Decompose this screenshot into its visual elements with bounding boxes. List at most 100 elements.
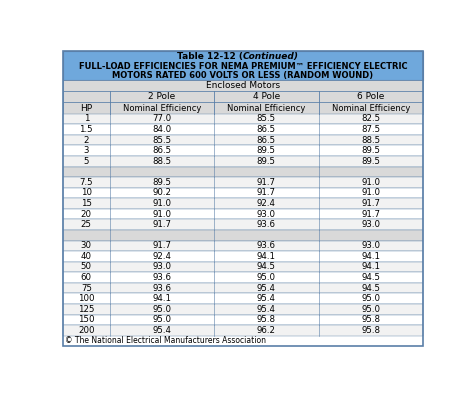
Text: HP: HP xyxy=(80,104,92,113)
Text: 91.7: 91.7 xyxy=(361,209,380,219)
Text: 91.0: 91.0 xyxy=(153,209,172,219)
Bar xyxy=(63,293,423,304)
Text: 95.0: 95.0 xyxy=(153,305,172,314)
Text: 84.0: 84.0 xyxy=(152,125,172,134)
Text: 6 Pole: 6 Pole xyxy=(357,92,384,101)
Text: 95.8: 95.8 xyxy=(361,315,380,324)
Text: 50: 50 xyxy=(81,263,92,271)
Text: 150: 150 xyxy=(78,315,95,324)
Bar xyxy=(63,283,423,293)
Bar xyxy=(63,80,423,91)
Text: 94.1: 94.1 xyxy=(153,294,172,303)
Text: 88.5: 88.5 xyxy=(152,157,172,166)
Text: 89.5: 89.5 xyxy=(257,146,276,155)
Text: 86.5: 86.5 xyxy=(152,146,172,155)
Text: 93.0: 93.0 xyxy=(153,263,172,271)
Text: 95.0: 95.0 xyxy=(257,273,276,282)
Bar xyxy=(63,314,423,325)
Text: 86.5: 86.5 xyxy=(257,125,276,134)
Text: 85.5: 85.5 xyxy=(152,136,172,144)
Text: 60: 60 xyxy=(81,273,92,282)
Text: Nominal Efficiency: Nominal Efficiency xyxy=(227,104,306,113)
Text: 15: 15 xyxy=(81,199,92,208)
Text: 93.0: 93.0 xyxy=(257,209,276,219)
Text: 20: 20 xyxy=(81,209,92,219)
Text: 1.5: 1.5 xyxy=(80,125,93,134)
Text: FULL-LOAD EFFICIENCIES FOR NEMA PREMIUM™ EFFICIENCY ELECTRIC: FULL-LOAD EFFICIENCIES FOR NEMA PREMIUM™… xyxy=(79,61,407,71)
Text: 7.5: 7.5 xyxy=(80,178,93,187)
Bar xyxy=(63,304,423,314)
Text: 89.5: 89.5 xyxy=(361,146,380,155)
Text: 100: 100 xyxy=(78,294,95,303)
Bar xyxy=(63,262,423,272)
Text: 10: 10 xyxy=(81,188,92,198)
Text: 95.4: 95.4 xyxy=(153,326,172,335)
Text: 91.7: 91.7 xyxy=(257,188,276,198)
Text: 95.0: 95.0 xyxy=(153,315,172,324)
Text: 95.0: 95.0 xyxy=(361,294,380,303)
Text: 2 Pole: 2 Pole xyxy=(148,92,175,101)
Bar xyxy=(63,219,423,230)
Text: 125: 125 xyxy=(78,305,95,314)
Text: 2: 2 xyxy=(83,136,89,144)
Text: 75: 75 xyxy=(81,284,92,292)
Text: 95.4: 95.4 xyxy=(257,294,276,303)
Text: 94.1: 94.1 xyxy=(361,263,380,271)
Text: 93.6: 93.6 xyxy=(257,241,276,250)
Text: 200: 200 xyxy=(78,326,95,335)
Text: 82.5: 82.5 xyxy=(361,115,380,123)
Text: 30: 30 xyxy=(81,241,92,250)
Bar xyxy=(63,272,423,283)
Text: Table 12-12 (: Table 12-12 ( xyxy=(177,51,243,61)
Text: 25: 25 xyxy=(81,220,92,229)
Bar xyxy=(63,251,423,262)
Text: 89.5: 89.5 xyxy=(361,157,380,166)
Text: 3: 3 xyxy=(83,146,89,155)
Bar xyxy=(63,209,423,219)
Text: 91.7: 91.7 xyxy=(153,241,172,250)
Bar xyxy=(63,325,423,336)
Text: 88.5: 88.5 xyxy=(361,136,380,144)
Text: © The National Electrical Manufacturers Association: © The National Electrical Manufacturers … xyxy=(65,336,266,345)
Text: 85.5: 85.5 xyxy=(257,115,276,123)
Text: 92.4: 92.4 xyxy=(153,252,172,261)
Text: 94.5: 94.5 xyxy=(257,263,276,271)
Text: 95.4: 95.4 xyxy=(257,284,276,292)
Text: 93.6: 93.6 xyxy=(153,284,172,292)
Text: 94.1: 94.1 xyxy=(257,252,276,261)
Text: 94.5: 94.5 xyxy=(361,273,380,282)
Text: 93.0: 93.0 xyxy=(361,241,380,250)
Text: 93.6: 93.6 xyxy=(257,220,276,229)
Bar xyxy=(63,188,423,198)
Text: 87.5: 87.5 xyxy=(361,125,380,134)
Text: 94.5: 94.5 xyxy=(361,284,380,292)
Text: 89.5: 89.5 xyxy=(153,178,172,187)
Bar xyxy=(63,177,423,188)
Text: 92.4: 92.4 xyxy=(257,199,276,208)
Bar xyxy=(63,124,423,135)
Text: 4 Pole: 4 Pole xyxy=(253,92,280,101)
Text: Nominal Efficiency: Nominal Efficiency xyxy=(331,104,410,113)
Text: 91.7: 91.7 xyxy=(153,220,172,229)
Text: Nominal Efficiency: Nominal Efficiency xyxy=(123,104,201,113)
Text: 93.0: 93.0 xyxy=(361,220,380,229)
Bar xyxy=(63,91,423,103)
Text: MOTORS RATED 600 VOLTS OR LESS (RANDOM WOUND): MOTORS RATED 600 VOLTS OR LESS (RANDOM W… xyxy=(112,71,374,80)
Text: 90.2: 90.2 xyxy=(153,188,172,198)
Bar xyxy=(63,135,423,145)
Bar xyxy=(63,156,423,166)
Text: 91.7: 91.7 xyxy=(361,199,380,208)
Bar xyxy=(63,103,423,114)
Text: 91.0: 91.0 xyxy=(361,178,380,187)
Bar xyxy=(63,114,423,124)
Bar xyxy=(63,166,423,177)
Text: 5: 5 xyxy=(83,157,89,166)
Text: 96.2: 96.2 xyxy=(257,326,276,335)
Text: 93.6: 93.6 xyxy=(153,273,172,282)
Text: 95.4: 95.4 xyxy=(257,305,276,314)
Text: Continued): Continued) xyxy=(243,51,299,61)
Text: 40: 40 xyxy=(81,252,92,261)
Bar xyxy=(63,145,423,156)
Text: 91.0: 91.0 xyxy=(153,199,172,208)
Text: 94.1: 94.1 xyxy=(361,252,380,261)
